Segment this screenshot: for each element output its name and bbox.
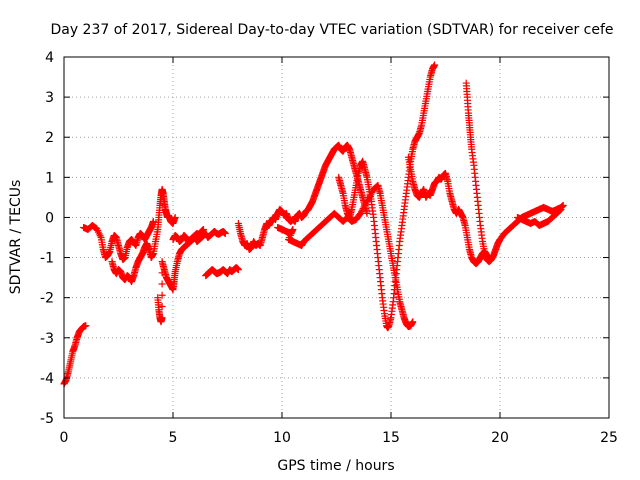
chart-title: Day 237 of 2017, Sidereal Day-to-day VTE… <box>50 22 613 38</box>
x-tick-label: 10 <box>273 430 291 446</box>
y-axis-label: SDTVAR / TECUs <box>8 180 24 295</box>
series-h <box>274 181 417 331</box>
x-tick-label: 5 <box>169 430 178 446</box>
y-tick-label: -5 <box>40 411 54 427</box>
x-tick-label: 20 <box>491 430 509 446</box>
axis-ticks <box>63 56 610 419</box>
y-tick-label: -4 <box>40 371 54 387</box>
x-axis-label: GPS time / hours <box>277 458 394 474</box>
y-tick-label: 0 <box>45 210 54 226</box>
data-point <box>158 291 166 299</box>
data-point <box>234 266 242 274</box>
data-point <box>409 318 417 326</box>
data-point <box>556 206 564 214</box>
data-point <box>171 213 179 221</box>
data-point <box>221 229 229 237</box>
series-e <box>169 225 208 246</box>
plot-frame <box>63 56 610 419</box>
data-point <box>200 225 208 233</box>
y-tick-label: -2 <box>40 291 54 307</box>
series-j <box>404 153 493 268</box>
data-point <box>559 201 567 209</box>
y-tick-labels: -5 -4 -3 -2 -1 0 1 2 3 4 <box>40 50 54 427</box>
series-l <box>513 205 565 229</box>
data-point <box>557 205 565 213</box>
data-point <box>158 302 166 310</box>
y-tick-label: 3 <box>45 90 54 106</box>
data-point <box>149 217 157 225</box>
data-series <box>60 61 567 388</box>
y-tick-label: -3 <box>40 331 54 347</box>
data-point <box>82 322 90 330</box>
x-tick-label: 25 <box>600 430 618 446</box>
data-point <box>431 61 439 69</box>
y-tick-label: 4 <box>45 50 54 66</box>
x-tick-label: 15 <box>382 430 400 446</box>
y-tick-label: -1 <box>40 251 54 267</box>
x-tick-labels: 0 5 10 15 20 25 <box>60 430 618 446</box>
series-c <box>108 185 179 286</box>
y-tick-label: 2 <box>45 130 54 146</box>
y-tick-label: 1 <box>45 170 54 186</box>
data-point <box>363 209 371 217</box>
data-point <box>158 280 166 288</box>
series-a <box>60 322 90 388</box>
series-b <box>80 217 157 264</box>
series-g <box>234 141 371 254</box>
data-point <box>158 314 166 322</box>
series-f <box>202 264 242 280</box>
series-k <box>462 79 567 266</box>
x-tick-label: 0 <box>60 430 69 446</box>
